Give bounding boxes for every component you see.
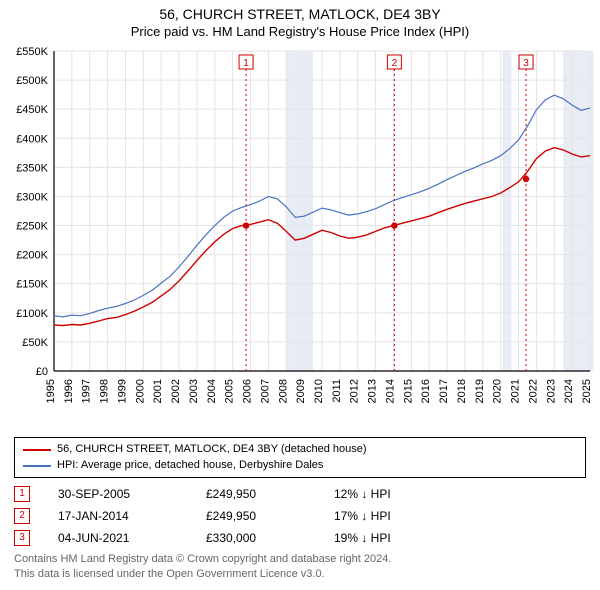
svg-text:2001: 2001 — [152, 379, 164, 403]
marker-row: 3 04-JUN-2021 £330,000 19% ↓ HPI — [14, 530, 586, 546]
svg-text:2016: 2016 — [420, 379, 432, 403]
marker-diff: 19% ↓ HPI — [334, 531, 444, 545]
svg-text:2000: 2000 — [134, 379, 146, 403]
svg-text:1999: 1999 — [116, 379, 128, 403]
svg-text:2010: 2010 — [313, 379, 325, 403]
sale-markers-table: 1 30-SEP-2005 £249,950 12% ↓ HPI 2 17-JAN-201… — [14, 486, 586, 546]
svg-text:2002: 2002 — [170, 379, 182, 403]
svg-text:2011: 2011 — [331, 379, 343, 403]
svg-text:1: 1 — [243, 58, 249, 69]
svg-text:2007: 2007 — [259, 379, 271, 403]
svg-text:2024: 2024 — [563, 379, 575, 403]
svg-text:2006: 2006 — [242, 379, 254, 403]
svg-text:2005: 2005 — [224, 379, 236, 403]
svg-text:£400K: £400K — [16, 133, 48, 145]
svg-text:£550K: £550K — [16, 46, 48, 58]
marker-diff: 17% ↓ HPI — [334, 509, 444, 523]
marker-number-box: 1 — [14, 486, 30, 502]
svg-text:3: 3 — [523, 58, 529, 69]
marker-row: 2 17-JAN-2014 £249,950 17% ↓ HPI — [14, 508, 586, 524]
legend-swatch — [23, 465, 51, 467]
line-chart: £0 £50K £100K £150K £200K £250K £300K £350K £400… — [0, 41, 600, 431]
svg-text:2020: 2020 — [492, 379, 504, 403]
svg-text:2022: 2022 — [527, 379, 539, 403]
svg-text:2012: 2012 — [349, 379, 361, 403]
svg-text:2014: 2014 — [384, 379, 396, 403]
svg-text:£350K: £350K — [16, 162, 48, 174]
svg-text:2004: 2004 — [206, 379, 218, 403]
svg-text:£500K: £500K — [16, 75, 48, 87]
marker-date: 30-SEP-2005 — [58, 487, 178, 501]
svg-text:1998: 1998 — [99, 379, 111, 403]
svg-text:£200K: £200K — [16, 250, 48, 262]
svg-text:2017: 2017 — [438, 379, 450, 403]
svg-text:£150K: £150K — [16, 279, 48, 291]
svg-text:£0: £0 — [36, 366, 48, 378]
marker-price: £249,950 — [206, 487, 306, 501]
marker-diff: 12% ↓ HPI — [334, 487, 444, 501]
legend-item: 56, CHURCH STREET, MATLOCK, DE4 3BY (det… — [23, 442, 577, 458]
svg-text:2003: 2003 — [188, 379, 200, 403]
marker-date: 17-JAN-2014 — [58, 509, 178, 523]
legend-swatch — [23, 449, 51, 451]
svg-text:£300K: £300K — [16, 191, 48, 203]
legend-label: 56, CHURCH STREET, MATLOCK, DE4 3BY (det… — [57, 442, 367, 458]
marker-number-box: 2 — [14, 508, 30, 524]
marker-row: 1 30-SEP-2005 £249,950 12% ↓ HPI — [14, 486, 586, 502]
svg-text:2: 2 — [392, 58, 398, 69]
footer-line1: Contains HM Land Registry data © Crown c… — [14, 552, 586, 567]
svg-text:£100K: £100K — [16, 308, 48, 320]
svg-text:£250K: £250K — [16, 221, 48, 233]
svg-text:2023: 2023 — [545, 379, 557, 403]
marker-price: £249,950 — [206, 509, 306, 523]
title-address: 56, CHURCH STREET, MATLOCK, DE4 3BY — [0, 6, 600, 22]
attribution-footer: Contains HM Land Registry data © Crown c… — [14, 552, 586, 582]
chart-area: £0 £50K £100K £150K £200K £250K £300K £350K £400… — [0, 41, 600, 431]
svg-text:1996: 1996 — [63, 379, 75, 403]
chart-titles: 56, CHURCH STREET, MATLOCK, DE4 3BY Pric… — [0, 0, 600, 41]
svg-text:2015: 2015 — [402, 379, 414, 403]
footer-line2: This data is licensed under the Open Gov… — [14, 567, 586, 582]
svg-text:2025: 2025 — [581, 379, 593, 403]
svg-text:2019: 2019 — [474, 379, 486, 403]
svg-text:1997: 1997 — [81, 379, 93, 403]
marker-number-box: 3 — [14, 530, 30, 546]
svg-text:2008: 2008 — [277, 379, 289, 403]
legend-item: HPI: Average price, detached house, Derb… — [23, 458, 577, 474]
svg-text:2018: 2018 — [456, 379, 468, 403]
svg-text:1995: 1995 — [45, 379, 57, 403]
marker-date: 04-JUN-2021 — [58, 531, 178, 545]
svg-text:£450K: £450K — [16, 104, 48, 116]
legend-label: HPI: Average price, detached house, Derb… — [57, 458, 323, 474]
title-subtitle: Price paid vs. HM Land Registry's House … — [0, 24, 600, 39]
legend: 56, CHURCH STREET, MATLOCK, DE4 3BY (det… — [14, 437, 586, 478]
svg-text:2021: 2021 — [510, 379, 522, 403]
svg-text:2013: 2013 — [367, 379, 379, 403]
svg-text:2009: 2009 — [295, 379, 307, 403]
marker-price: £330,000 — [206, 531, 306, 545]
svg-text:£50K: £50K — [22, 337, 48, 349]
